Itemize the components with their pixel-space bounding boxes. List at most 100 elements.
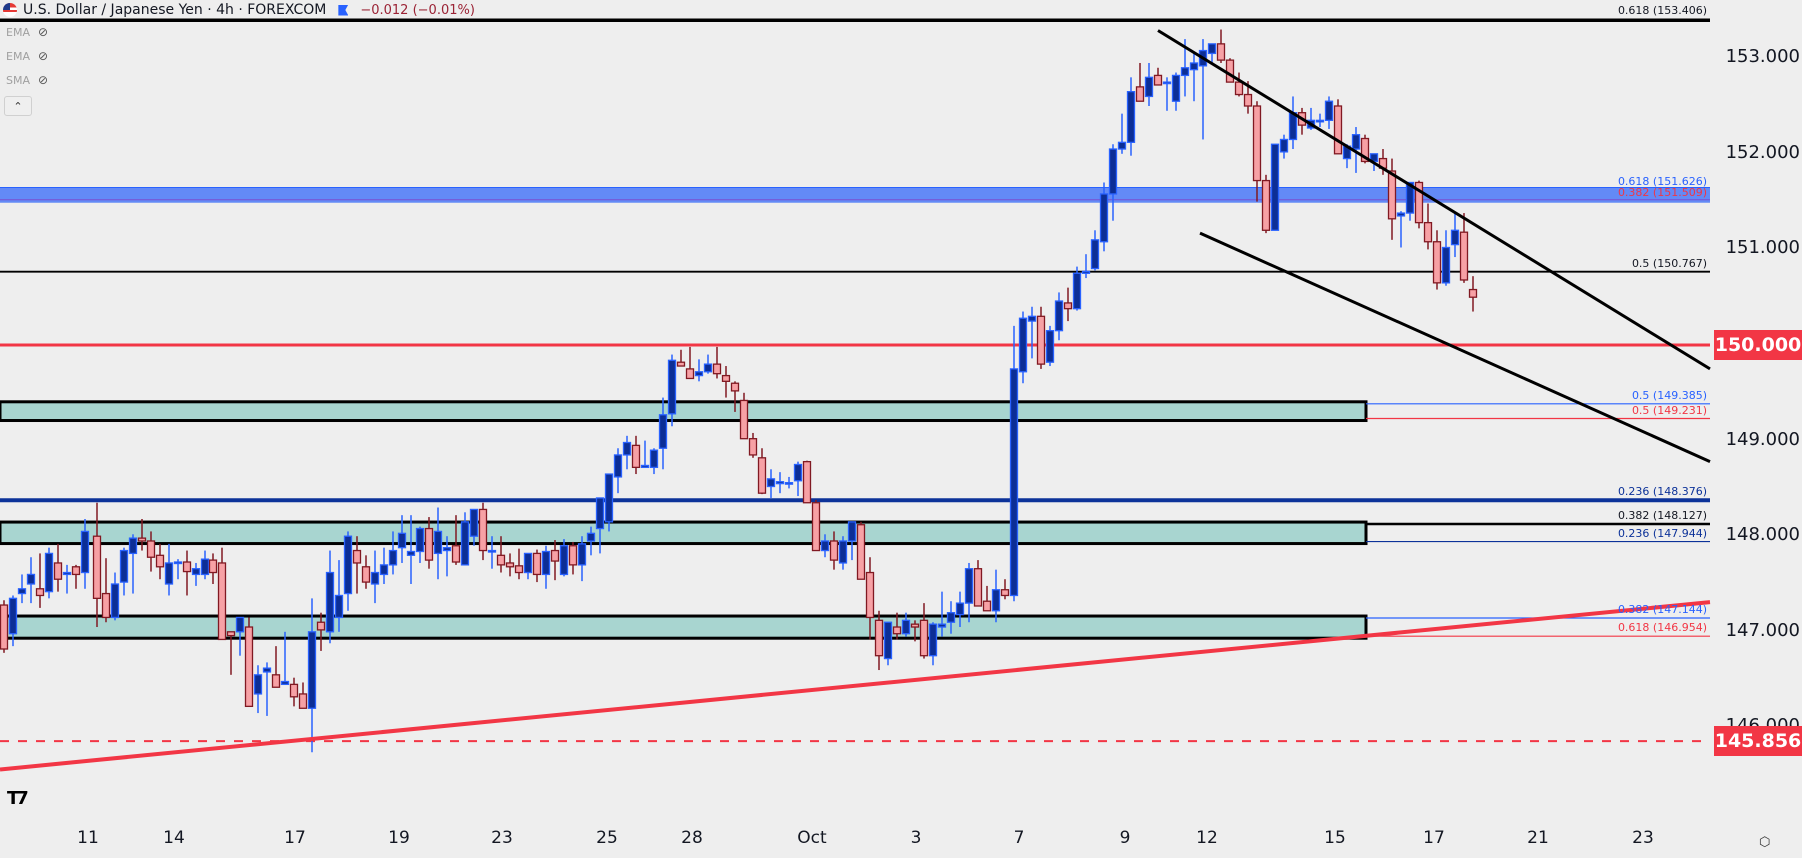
candle-up[interactable] bbox=[1162, 77, 1172, 111]
candle-down[interactable] bbox=[1216, 29, 1226, 63]
candle-up[interactable] bbox=[1117, 113, 1127, 154]
candle-down[interactable] bbox=[71, 564, 81, 589]
candle-up[interactable] bbox=[577, 536, 587, 582]
candle-down[interactable] bbox=[973, 560, 983, 607]
candle-down[interactable] bbox=[811, 499, 821, 552]
candle-up[interactable] bbox=[991, 569, 1001, 623]
candle-down[interactable] bbox=[316, 612, 326, 651]
candle-up[interactable] bbox=[370, 550, 380, 604]
candle-up[interactable] bbox=[397, 515, 407, 563]
candle-up[interactable] bbox=[1090, 230, 1100, 271]
candle-down[interactable] bbox=[631, 435, 641, 475]
candle-up[interactable] bbox=[191, 562, 201, 586]
candle-up[interactable] bbox=[1396, 211, 1406, 248]
candle-up[interactable] bbox=[388, 531, 398, 575]
settings-icon[interactable]: ⬡ bbox=[1759, 835, 1771, 850]
candle-up[interactable] bbox=[901, 612, 911, 637]
indicator-ema-2[interactable]: EMA ⊘ bbox=[6, 49, 48, 63]
candle-down[interactable] bbox=[1423, 203, 1433, 250]
candle-down[interactable] bbox=[676, 349, 686, 367]
candle-down[interactable] bbox=[712, 346, 722, 379]
candle-up[interactable] bbox=[1351, 127, 1361, 173]
candle-down[interactable] bbox=[892, 612, 902, 640]
candle-down[interactable] bbox=[532, 549, 542, 583]
candle-down[interactable] bbox=[1252, 101, 1262, 202]
candle-up[interactable] bbox=[469, 508, 479, 546]
candle-up[interactable] bbox=[820, 534, 830, 558]
candle-up[interactable] bbox=[1099, 182, 1109, 252]
candle-down[interactable] bbox=[182, 550, 192, 596]
candle-up[interactable] bbox=[658, 397, 668, 470]
candle-down[interactable] bbox=[424, 517, 434, 569]
candle-down[interactable] bbox=[568, 541, 578, 575]
candle-down[interactable] bbox=[1333, 99, 1343, 155]
candle-down[interactable] bbox=[802, 460, 812, 504]
candle-up[interactable] bbox=[775, 472, 785, 494]
candle-down[interactable] bbox=[739, 392, 749, 440]
candle-down[interactable] bbox=[271, 646, 281, 688]
candle-up[interactable] bbox=[1324, 96, 1334, 129]
candle-up[interactable] bbox=[649, 448, 659, 475]
candle-up[interactable] bbox=[784, 476, 794, 489]
candle-down[interactable] bbox=[856, 521, 866, 580]
candle-down[interactable] bbox=[550, 540, 560, 581]
candle-down[interactable] bbox=[155, 543, 165, 580]
candle-down[interactable] bbox=[874, 610, 884, 671]
candle-up[interactable] bbox=[1171, 72, 1181, 111]
candle-up[interactable] bbox=[17, 574, 27, 604]
candle-up[interactable] bbox=[955, 591, 965, 628]
candle-down[interactable] bbox=[137, 518, 147, 551]
candle-up[interactable] bbox=[415, 526, 425, 563]
candle-up[interactable] bbox=[1126, 77, 1136, 156]
candle-up[interactable] bbox=[119, 547, 129, 596]
candle-up[interactable] bbox=[1288, 96, 1298, 150]
candle-up[interactable] bbox=[44, 547, 54, 599]
candle-down[interactable] bbox=[1459, 213, 1469, 283]
symbol-title[interactable]: U.S. Dollar / Japanese Yen · 4h · FOREXC… bbox=[23, 2, 327, 18]
candle-up[interactable] bbox=[110, 572, 120, 621]
candle-down[interactable] bbox=[208, 553, 218, 584]
candle-up[interactable] bbox=[946, 601, 956, 634]
candle-up[interactable] bbox=[1315, 113, 1325, 128]
indicator-ema-1[interactable]: EMA ⊘ bbox=[6, 25, 48, 39]
candle-down[interactable] bbox=[1153, 67, 1163, 86]
candle-down[interactable] bbox=[217, 547, 227, 641]
candle-down[interactable] bbox=[289, 677, 299, 707]
eye-hidden-icon[interactable]: ⊘ bbox=[37, 49, 49, 63]
candle-up[interactable] bbox=[1054, 292, 1064, 341]
candle-down[interactable] bbox=[451, 515, 461, 565]
candle-up[interactable] bbox=[838, 536, 848, 570]
candle-down[interactable] bbox=[1063, 287, 1073, 322]
candle-up[interactable] bbox=[1279, 134, 1289, 159]
candle-up[interactable] bbox=[262, 662, 272, 716]
candle-up[interactable] bbox=[8, 595, 18, 647]
candle-up[interactable] bbox=[1018, 311, 1028, 384]
candle-down[interactable] bbox=[1225, 58, 1235, 83]
candle-up[interactable] bbox=[307, 598, 317, 753]
candle-up[interactable] bbox=[235, 616, 245, 656]
candle-up[interactable] bbox=[1270, 143, 1280, 231]
candle-up[interactable] bbox=[793, 461, 803, 497]
candle-down[interactable] bbox=[505, 553, 515, 577]
candle-up[interactable] bbox=[1405, 181, 1415, 221]
candle-up[interactable] bbox=[1009, 325, 1019, 602]
candle-down[interactable] bbox=[35, 553, 45, 608]
tradingview-logo[interactable]: T7 bbox=[7, 788, 29, 809]
candle-up[interactable] bbox=[1189, 53, 1199, 102]
collapse-indicators-button[interactable]: ⌃ bbox=[4, 96, 32, 116]
candle-up[interactable] bbox=[1081, 254, 1091, 279]
candle-up[interactable] bbox=[937, 591, 947, 637]
candle-down[interactable] bbox=[92, 502, 102, 628]
candle-up[interactable] bbox=[523, 552, 533, 580]
candle-up[interactable] bbox=[847, 521, 857, 561]
candle-up[interactable] bbox=[62, 564, 72, 594]
candle-up[interactable] bbox=[442, 536, 452, 577]
candle-down[interactable] bbox=[298, 682, 308, 709]
candle-down[interactable] bbox=[685, 346, 695, 380]
candle-up[interactable] bbox=[667, 354, 677, 427]
eye-hidden-icon[interactable]: ⊘ bbox=[38, 73, 49, 87]
candle-down[interactable] bbox=[496, 536, 506, 573]
candle-up[interactable] bbox=[325, 550, 335, 644]
candle-up[interactable] bbox=[928, 622, 938, 666]
candle-down[interactable] bbox=[721, 366, 731, 398]
